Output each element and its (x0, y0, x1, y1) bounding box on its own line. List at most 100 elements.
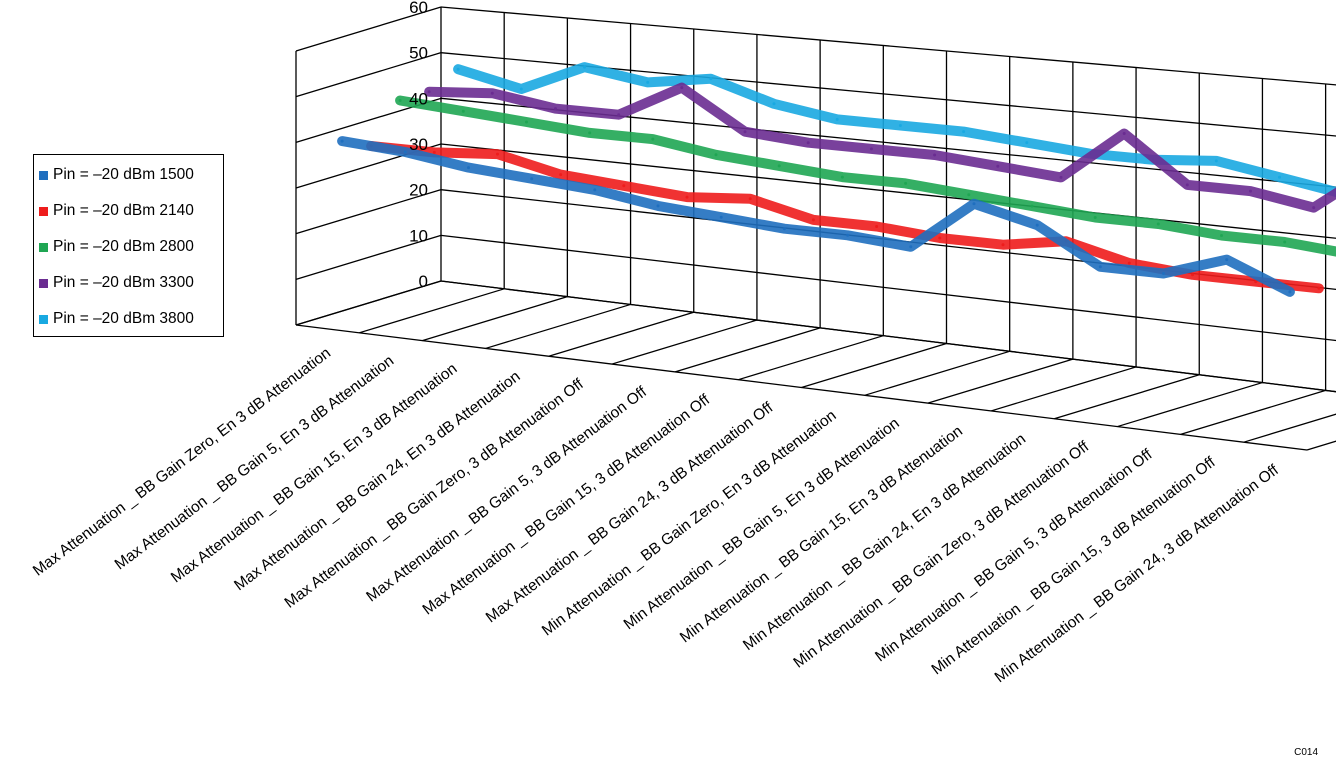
data-point (748, 197, 752, 201)
data-point (593, 188, 597, 192)
category-label: Min Attenuation _ BB Gain 15, 3 dB Atten… (929, 453, 1220, 678)
data-point (1191, 273, 1194, 277)
data-point (967, 193, 971, 197)
y-tick-label: 0 (419, 272, 428, 291)
data-point (972, 202, 976, 206)
category-label: Min Attenuation _ BB Gain 24, 3 dB Atten… (992, 461, 1283, 686)
data-point (588, 131, 592, 135)
category-label: Max Attenuation _ BB Gain 5, En 3 dB Att… (112, 352, 398, 573)
series-line (453, 62, 1336, 198)
y-axis-ticks: 0 10 20 30 40 50 60 (409, 0, 428, 291)
legend-swatch (39, 314, 48, 324)
legend-item: Pin = –20 dBm 2800 (39, 237, 194, 257)
data-point (1098, 265, 1102, 269)
data-point (846, 233, 850, 237)
floor-gridline (927, 358, 1074, 404)
data-point (811, 218, 815, 222)
data-point (1249, 189, 1252, 193)
data-point (1030, 204, 1034, 208)
data-point (398, 99, 402, 102)
data-point (651, 137, 655, 141)
x-axis-categories: Max Attenuation _ BB Gain Zero, En 3 dB … (30, 345, 1282, 687)
y-tick-label: 30 (409, 135, 428, 154)
data-point (996, 164, 1000, 168)
data-point (840, 175, 844, 179)
series-line (337, 136, 1295, 297)
data-point (1185, 183, 1189, 187)
data-point (806, 141, 810, 145)
data-point (1093, 216, 1097, 219)
data-point (461, 109, 465, 113)
side-wall-gridline (295, 234, 442, 280)
series-0 (337, 136, 1295, 297)
floor-edge (1306, 440, 1336, 451)
data-point (680, 86, 684, 90)
legend-label: Pin = –20 dBm 2140 (53, 202, 194, 219)
floor-gridline (801, 342, 947, 389)
data-point (1127, 261, 1131, 265)
legend-item: Pin = –20 dBm 2140 (39, 201, 194, 221)
data-point (777, 164, 781, 168)
data-point (519, 87, 523, 91)
data-point (496, 152, 499, 156)
data-point (1214, 159, 1218, 163)
data-point (933, 153, 937, 157)
data-point (525, 120, 528, 124)
side-wall-gridline (295, 6, 442, 52)
y-tick-label: 10 (409, 226, 428, 245)
legend-swatch (39, 242, 48, 252)
data-point (938, 236, 942, 240)
data-point (1220, 234, 1223, 237)
y-tick-label: 50 (409, 44, 428, 63)
data-point (583, 65, 586, 69)
legend-item: Pin = –20 dBm 1500 (39, 165, 194, 185)
data-point (622, 184, 626, 188)
legend-item: Pin = –20 dBm 3300 (39, 273, 194, 293)
data-point (782, 227, 786, 231)
data-point (427, 90, 431, 94)
floor-gridline (990, 366, 1137, 412)
data-point (904, 181, 908, 185)
data-point (1288, 290, 1292, 294)
data-point (554, 107, 557, 111)
data-point (909, 245, 913, 249)
floor-gridline (674, 327, 821, 373)
data-point (456, 67, 460, 71)
series-3 (424, 82, 1336, 213)
data-point (1025, 141, 1029, 145)
legend-label: Pin = –20 dBm 1500 (53, 166, 194, 183)
data-point (1254, 280, 1258, 284)
side-wall-gridline (295, 52, 442, 98)
legend-label: Pin = –20 dBm 2800 (53, 238, 194, 255)
back-wall-gridline (440, 6, 1336, 86)
data-point (490, 91, 494, 95)
data-point (709, 77, 713, 81)
data-point (530, 177, 534, 181)
legend-label: Pin = –20 dBm 3300 (53, 274, 194, 291)
series-line (395, 95, 1336, 257)
data-point (1035, 223, 1039, 227)
data-point (685, 195, 689, 199)
legend: Pin = –20 dBm 1500 Pin = –20 dBm 2140 Pi… (33, 154, 224, 337)
floor-gridline (358, 288, 505, 334)
legend-swatch (39, 278, 48, 288)
legend-item: Pin = –20 dBm 3800 (39, 309, 194, 329)
data-point (875, 225, 879, 228)
data-point (646, 80, 650, 84)
data-point (1156, 222, 1160, 226)
series-2 (395, 95, 1336, 257)
side-wall-gridline (295, 280, 442, 326)
data-point (1059, 175, 1063, 179)
floor-gridline (485, 303, 631, 350)
data-point (340, 139, 344, 143)
data-point (835, 117, 839, 121)
floor-gridline (738, 335, 884, 381)
legend-swatch (39, 170, 48, 180)
data-point (719, 215, 723, 219)
side-wall-gridline (295, 189, 442, 235)
data-point (617, 113, 621, 117)
category-label: Min Attenuation _ BB Gain 5, 3 dB Attenu… (872, 446, 1156, 666)
category-label: Max Attenuation _ BB Gain 5, 3 dB Attenu… (363, 383, 650, 605)
legend-swatch (39, 206, 48, 216)
